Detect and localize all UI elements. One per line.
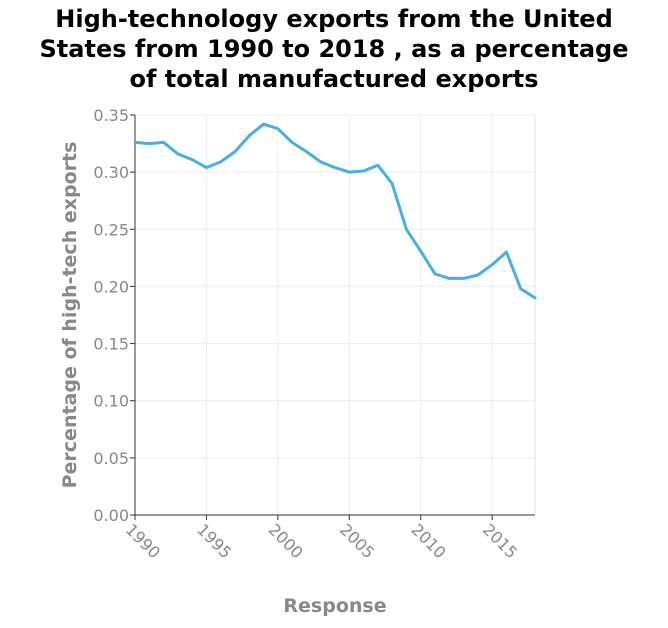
x-axis-title: Response — [283, 595, 386, 617]
x-tick-label: 2015 — [479, 520, 521, 562]
x-tick-label: 1990 — [122, 520, 164, 562]
x-tick-label: 2005 — [336, 520, 378, 562]
x-tick-label: 1995 — [193, 520, 235, 562]
series-line — [133, 122, 537, 300]
chart-title: High-technology exports from the United … — [0, 4, 668, 94]
y-tick-label: 0.05 — [93, 449, 129, 468]
y-tick-label: 0.00 — [93, 506, 129, 525]
chart-title-line-2: States from 1990 to 2018 , as a percenta… — [39, 35, 629, 63]
plot-area — [134, 114, 536, 516]
chart-title-line-1: High-technology exports from the United — [55, 5, 613, 33]
y-tick-label: 0.30 — [93, 163, 129, 182]
y-tick-label: 0.10 — [93, 392, 129, 411]
x-tick-label: 2000 — [265, 520, 307, 562]
chart-title-line-3: of total manufactured exports — [129, 65, 539, 93]
y-axis-title: Percentage of high-tech exports — [59, 142, 81, 489]
y-tick-label: 0.35 — [93, 106, 129, 125]
y-tick-label: 0.15 — [93, 335, 129, 354]
y-tick-label: 0.20 — [93, 277, 129, 296]
x-tick-label: 2010 — [407, 520, 449, 562]
y-tick-label: 0.25 — [93, 220, 129, 239]
series-group — [133, 122, 537, 300]
